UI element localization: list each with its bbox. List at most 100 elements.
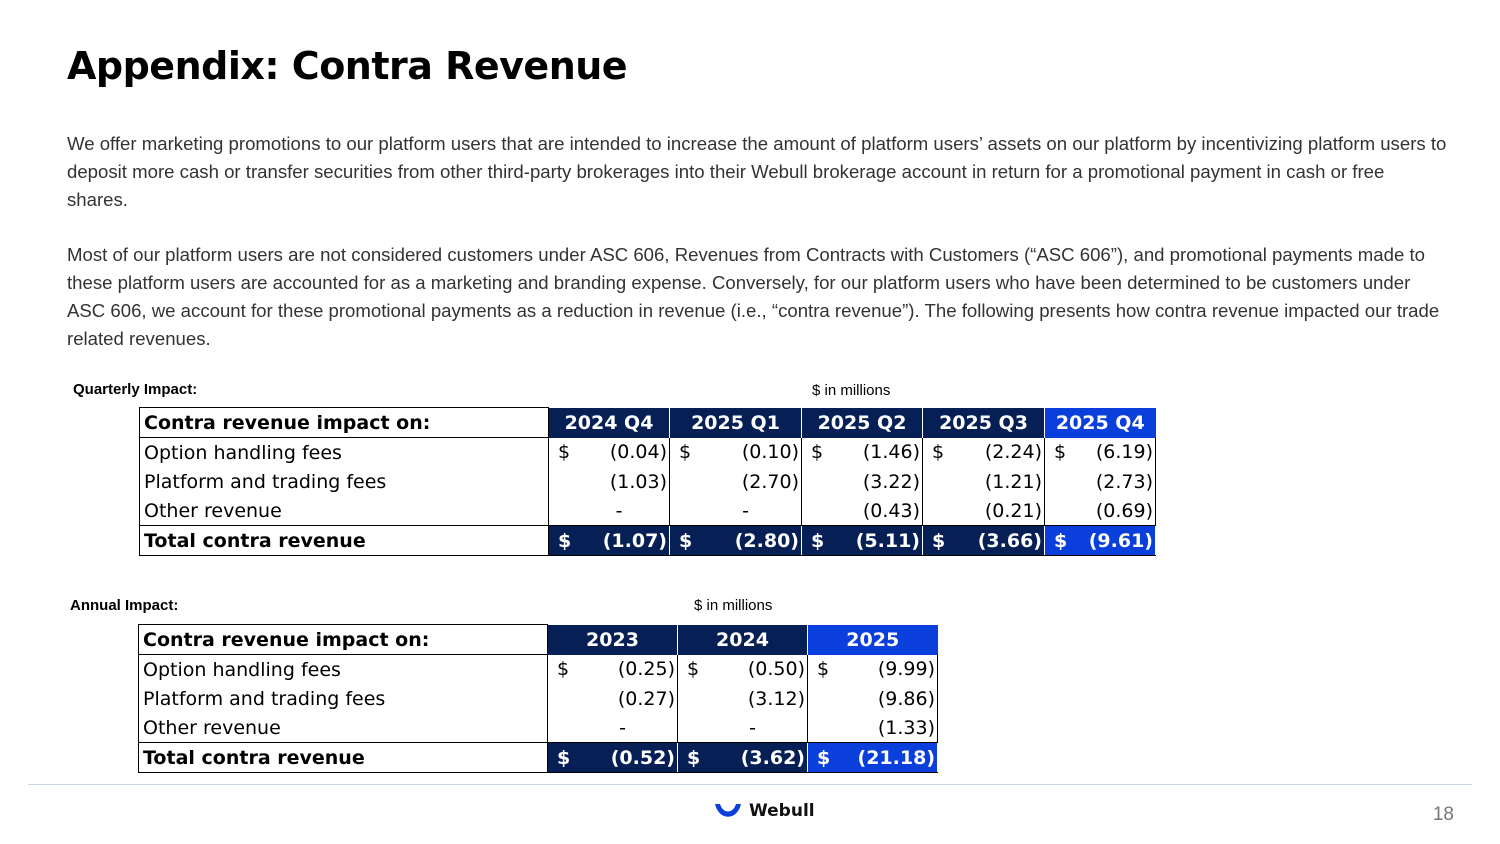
cell-value: (2.70) (741, 470, 799, 493)
header-row: Contra revenue impact on: 2023 2024 2025 (138, 624, 938, 655)
cell-value: (21.18) (857, 746, 935, 769)
header-row: Contra revenue impact on: 2024 Q4 2025 Q1 2… (139, 407, 1156, 438)
table-row: Other revenue - - (1.33) (138, 713, 938, 743)
column-header: 2024 Q4 (548, 407, 670, 438)
row-header-title: Contra revenue impact on: (138, 624, 548, 655)
value-cell: $ (1.07) (548, 525, 670, 556)
value-cell: $ (2.24) (922, 437, 1045, 467)
column-header: 2025 Q3 (922, 407, 1045, 438)
column-header: 2025 Q2 (801, 407, 923, 438)
page-title: Appendix: Contra Revenue (67, 44, 628, 88)
cell-value: (1.07) (602, 529, 667, 552)
value-cell: (2.70) (669, 467, 802, 496)
annual-unit-note: $ in millions (694, 597, 773, 614)
cell-value: - (619, 716, 626, 739)
value-cell: $ (1.46) (801, 437, 923, 467)
row-label: Platform and trading fees (138, 684, 548, 713)
value-cell: (0.27) (547, 684, 678, 713)
value-cell: (2.73) (1044, 467, 1156, 496)
row-label: Option handling fees (138, 654, 548, 684)
currency-symbol: $ (557, 658, 570, 681)
webull-logo-icon (715, 804, 741, 817)
annual-impact-label: Annual Impact: (70, 597, 179, 614)
cell-value: (3.22) (862, 470, 920, 493)
quarterly-unit-note: $ in millions (812, 382, 891, 399)
row-label: Total contra revenue (138, 742, 548, 773)
currency-symbol: $ (817, 658, 830, 681)
cell-value: (1.21) (984, 470, 1042, 493)
asc606-paragraph: Most of our platform users are not consi… (67, 244, 1440, 349)
value-cell: (0.21) (922, 496, 1045, 526)
cell-value: (0.52) (610, 746, 675, 769)
cell-value: (1.33) (877, 716, 935, 739)
table-row: Option handling fees $ (0.04) $ (0.10) $ (1.46… (139, 437, 1156, 467)
cell-value: (0.21) (984, 499, 1042, 522)
currency-symbol: $ (932, 529, 946, 552)
value-cell: - (547, 713, 678, 743)
cell-value: (0.10) (741, 441, 799, 464)
cell-value: (2.80) (734, 529, 799, 552)
cell-value: (0.50) (747, 658, 805, 681)
cell-value: (6.19) (1095, 441, 1153, 464)
value-cell: $ (21.18) (807, 742, 938, 773)
cell-value: - (749, 716, 756, 739)
cell-value: (0.04) (609, 441, 667, 464)
row-label: Total contra revenue (139, 525, 549, 556)
currency-symbol: $ (817, 746, 831, 769)
cell-value: (9.99) (877, 658, 935, 681)
intro-paragraph: We offer marketing promotions to our pla… (67, 133, 1447, 210)
currency-symbol: $ (687, 658, 700, 681)
cell-value: (3.12) (747, 687, 805, 710)
value-cell: - (669, 496, 802, 526)
cell-value: (3.66) (977, 529, 1042, 552)
column-header: 2025 Q1 (669, 407, 802, 438)
table-row: Platform and trading fees (1.03) (2.70) (3.… (139, 467, 1156, 496)
currency-symbol: $ (1054, 529, 1068, 552)
value-cell: $ (0.52) (547, 742, 678, 773)
currency-symbol: $ (679, 441, 692, 464)
value-cell: $ (9.61) (1044, 525, 1156, 556)
currency-symbol: $ (811, 441, 824, 464)
value-cell: $ (6.19) (1044, 437, 1156, 467)
currency-symbol: $ (811, 529, 825, 552)
cell-value: (0.27) (617, 687, 675, 710)
currency-symbol: $ (687, 746, 701, 769)
value-cell: (1.33) (807, 713, 938, 743)
total-row: Total contra revenue $ (0.52) $ (3.62) $ (21.1… (138, 742, 938, 773)
column-header: 2025 (807, 624, 938, 655)
page-number: 18 (1432, 804, 1454, 825)
cell-value: (1.46) (862, 441, 920, 464)
value-cell: (3.22) (801, 467, 923, 496)
annual-impact-table: Contra revenue impact on: 2023 2024 2025 Opt… (138, 624, 938, 773)
value-cell: $ (0.25) (547, 654, 678, 684)
cell-value: (0.69) (1095, 499, 1153, 522)
value-cell: (0.43) (801, 496, 923, 526)
table-row: Platform and trading fees (0.27) (3.12) (9.… (138, 684, 938, 713)
cell-value: - (615, 499, 623, 522)
row-label: Option handling fees (139, 437, 549, 467)
currency-symbol: $ (932, 441, 945, 464)
row-label: Platform and trading fees (139, 467, 549, 496)
table-row: Other revenue - - (0.43) (0.21) (0.69) (139, 496, 1156, 526)
value-cell: (3.12) (677, 684, 808, 713)
cell-value: (5.11) (855, 529, 920, 552)
cell-value: (9.86) (877, 687, 935, 710)
footer-divider (28, 784, 1472, 785)
currency-symbol: $ (558, 529, 572, 552)
currency-symbol: $ (558, 441, 571, 464)
value-cell: $ (2.80) (669, 525, 802, 556)
row-header-title: Contra revenue impact on: (139, 407, 549, 438)
cell-value: (0.43) (862, 499, 920, 522)
column-header: 2025 Q4 (1044, 407, 1156, 438)
value-cell: (1.03) (548, 467, 670, 496)
value-cell: $ (3.66) (922, 525, 1045, 556)
value-cell: $ (0.10) (669, 437, 802, 467)
value-cell: (9.86) (807, 684, 938, 713)
table-row: Option handling fees $ (0.25) $ (0.50) $ (9.99… (138, 654, 938, 684)
brand-name: Webull (749, 801, 815, 821)
value-cell: - (677, 713, 808, 743)
row-label: Other revenue (138, 713, 548, 743)
currency-symbol: $ (1054, 441, 1067, 464)
cell-value: (0.25) (617, 658, 675, 681)
cell-value: (2.73) (1095, 470, 1153, 493)
